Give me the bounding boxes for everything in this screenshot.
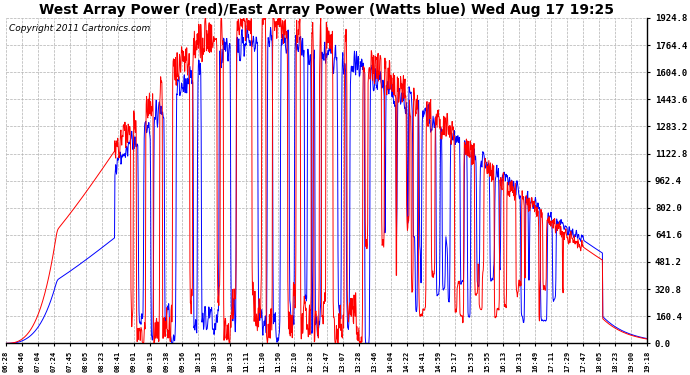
Title: West Array Power (red)/East Array Power (Watts blue) Wed Aug 17 19:25: West Array Power (red)/East Array Power … (39, 3, 614, 17)
Text: Copyright 2011 Cartronics.com: Copyright 2011 Cartronics.com (9, 24, 150, 33)
